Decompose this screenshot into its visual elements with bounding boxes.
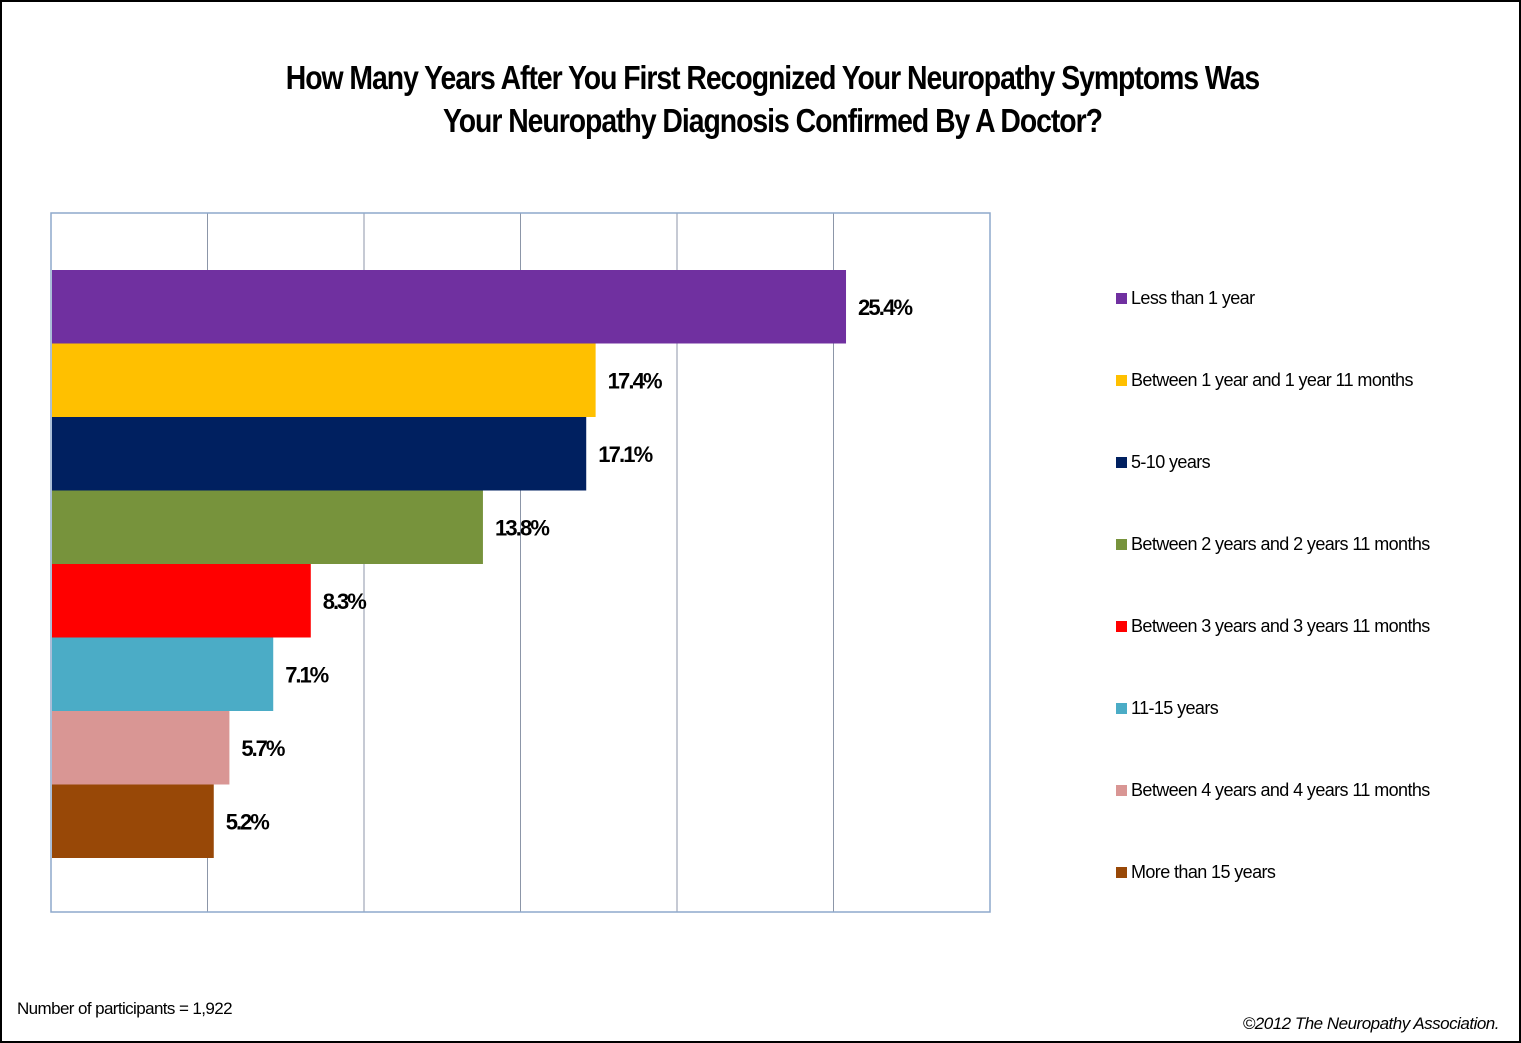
chart-title: How Many Years After You First Recognize… xyxy=(108,56,1437,142)
legend-item-4: Between 2 years and 2 years 11 months xyxy=(1116,532,1430,556)
legend-item-6: 11-15 years xyxy=(1116,696,1219,720)
bar-6 xyxy=(52,637,274,711)
legend-item-7: Between 4 years and 4 years 11 months xyxy=(1116,778,1430,802)
legend-swatch xyxy=(1116,866,1127,878)
participants-footnote: Number of participants = 1,922 xyxy=(17,999,233,1018)
legend-item-1: Less than 1 year xyxy=(1116,286,1255,310)
legend-label: Between 4 years and 4 years 11 months xyxy=(1131,779,1430,800)
bar-8 xyxy=(52,784,214,858)
legend-swatch xyxy=(1116,292,1127,304)
bar-1 xyxy=(52,270,847,344)
data-label-7: 5.7% xyxy=(241,736,285,761)
bar-4 xyxy=(52,490,483,564)
legend-swatch xyxy=(1116,456,1127,468)
data-label-3: 17.1% xyxy=(598,442,653,467)
chart-title-line-2: Your Neuropathy Diagnosis Confirmed By A… xyxy=(442,102,1103,139)
legend-label: 5-10 years xyxy=(1131,451,1211,472)
legend-swatch xyxy=(1116,538,1127,550)
legend-item-2: Between 1 year and 1 year 11 months xyxy=(1116,368,1413,392)
legend-item-5: Between 3 years and 3 years 11 months xyxy=(1116,614,1430,638)
legend-label: Between 1 year and 1 year 11 months xyxy=(1131,369,1413,390)
legend-label: More than 15 years xyxy=(1131,861,1276,882)
legend-label: Between 3 years and 3 years 11 months xyxy=(1131,615,1430,636)
data-label-1: 25.4% xyxy=(858,295,913,320)
bars xyxy=(52,270,847,858)
bar-3 xyxy=(52,417,587,491)
legend-label: Less than 1 year xyxy=(1131,287,1255,308)
legend-swatch xyxy=(1116,374,1127,386)
data-label-8: 5.2% xyxy=(226,809,270,834)
data-labels: 25.4% 17.4% 17.1% 13.8% 8.3% 7.1% 5.7% 5.2% xyxy=(226,295,913,835)
legend-swatch xyxy=(1116,784,1127,796)
chart-title-line-1: How Many Years After You First Recognize… xyxy=(285,59,1260,96)
legend-item-8: More than 15 years xyxy=(1116,860,1276,884)
plot-area-border xyxy=(50,212,991,913)
data-label-4: 13.8% xyxy=(495,515,550,540)
legend-label: 11-15 years xyxy=(1131,697,1219,718)
bar-5 xyxy=(52,564,311,638)
legend-item-3: 5-10 years xyxy=(1116,450,1211,474)
legend-label: Between 2 years and 2 years 11 months xyxy=(1131,533,1430,554)
legend-swatch xyxy=(1116,620,1127,632)
data-label-6: 7.1% xyxy=(285,662,329,687)
legend-swatch xyxy=(1116,702,1127,714)
data-label-2: 17.4% xyxy=(608,368,663,393)
bar-2 xyxy=(52,343,596,417)
data-label-5: 8.3% xyxy=(323,589,367,614)
bar-7 xyxy=(52,711,230,785)
copyright-notice: ©2012 The Neuropathy Association. xyxy=(1242,1014,1500,1033)
